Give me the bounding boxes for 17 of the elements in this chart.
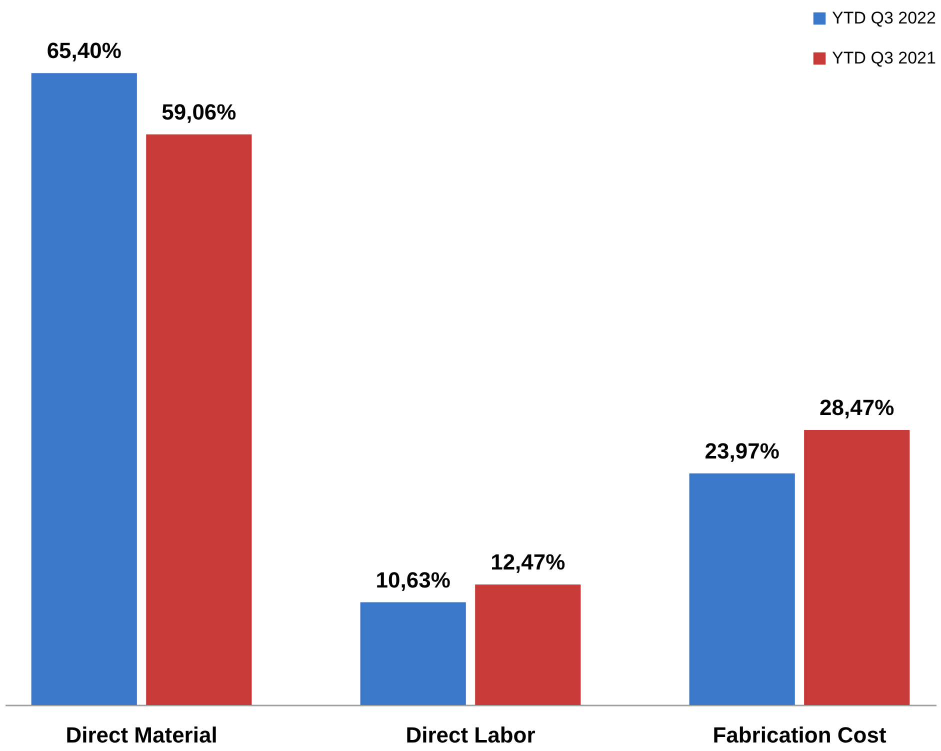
bar — [475, 584, 581, 705]
legend-label: YTD Q3 2022 — [832, 8, 936, 28]
x-tick-label: Direct Labor — [406, 722, 536, 748]
data-label: 59,06% — [162, 99, 236, 124]
data-label: 10,63% — [376, 567, 450, 592]
data-label: 23,97% — [704, 438, 780, 464]
bar — [689, 473, 795, 705]
bar — [31, 73, 137, 705]
x-tick-label: Fabrication Cost — [712, 722, 887, 748]
bar — [360, 602, 466, 705]
bar — [804, 430, 910, 705]
data-label: 28,47% — [820, 394, 894, 420]
legend-label: YTD Q3 2021 — [832, 48, 936, 68]
x-tick-label: Direct Material — [66, 722, 218, 748]
data-label: 65,40% — [46, 38, 122, 64]
data-label: 12,47% — [490, 550, 566, 575]
bar — [146, 134, 252, 705]
